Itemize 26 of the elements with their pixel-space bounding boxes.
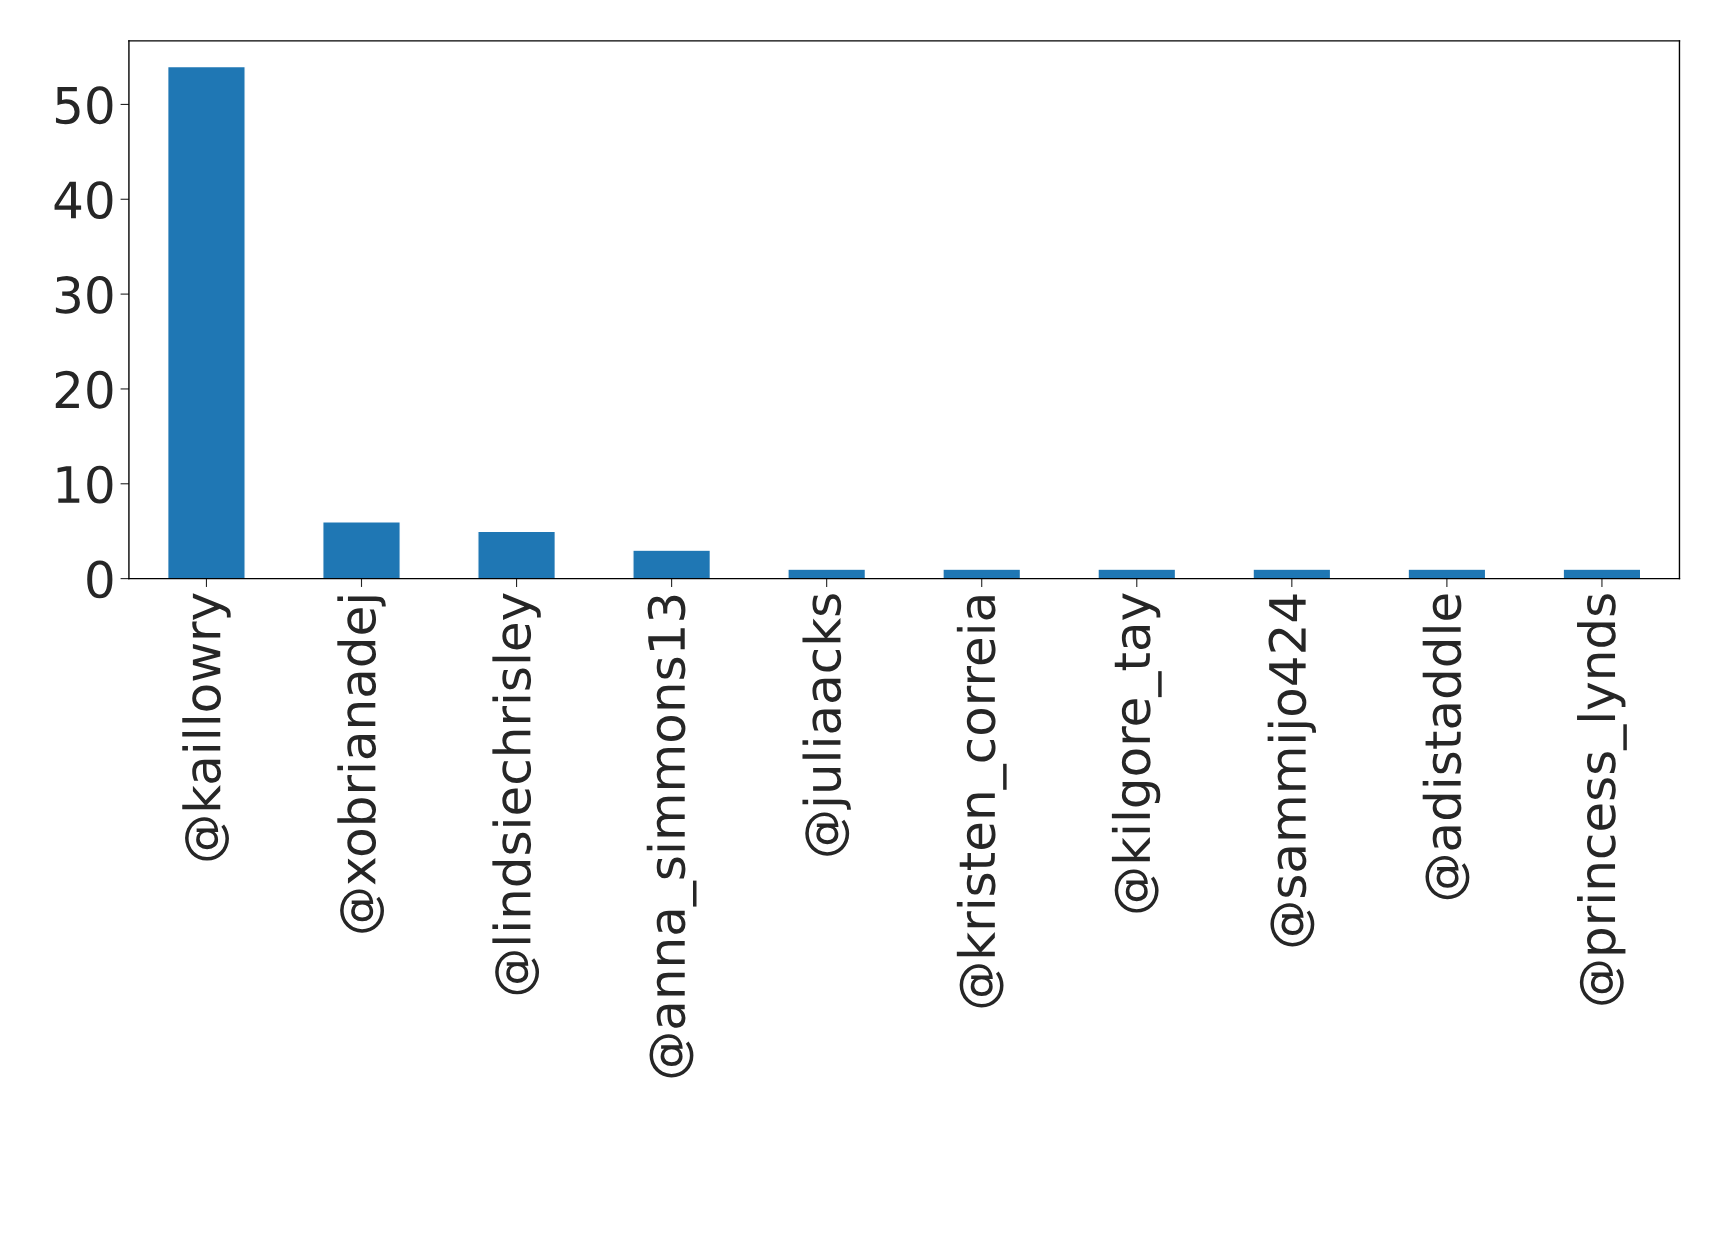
bar	[322, 521, 401, 579]
bar	[1097, 568, 1177, 579]
x-tick-label: @sammijo424	[1267, 594, 1317, 947]
x-tick-label: @adistaddle	[1422, 594, 1470, 900]
y-tick-label: 40	[54, 181, 113, 219]
y-tick-label: 50	[55, 86, 113, 125]
bar	[632, 549, 712, 579]
y-tick-label: 0	[87, 560, 113, 599]
x-tick-label: @anna_simmons13	[646, 595, 697, 1078]
bar	[1407, 568, 1487, 579]
y-tick-label: 30	[55, 275, 113, 314]
x-tick-label: @kaillowry	[182, 593, 231, 861]
x-tick-label: @princess_lynds	[1577, 594, 1627, 1005]
bar	[477, 530, 557, 579]
y-tick-label: 10	[57, 465, 113, 504]
y-tick-label: 20	[55, 370, 113, 409]
x-tick-label: @lindsiechrisley	[492, 593, 541, 995]
bar	[1252, 568, 1332, 579]
bar	[942, 568, 1022, 579]
x-tick-label: @kristen_correia	[956, 596, 1007, 1008]
x-tick-label: @xobrianadej	[337, 596, 386, 933]
bar	[1562, 568, 1642, 579]
x-tick-label: @kilgore_tay	[1111, 593, 1162, 913]
bar	[166, 65, 246, 579]
bar	[787, 568, 867, 579]
x-tick-label: @juliaacks	[802, 594, 851, 856]
